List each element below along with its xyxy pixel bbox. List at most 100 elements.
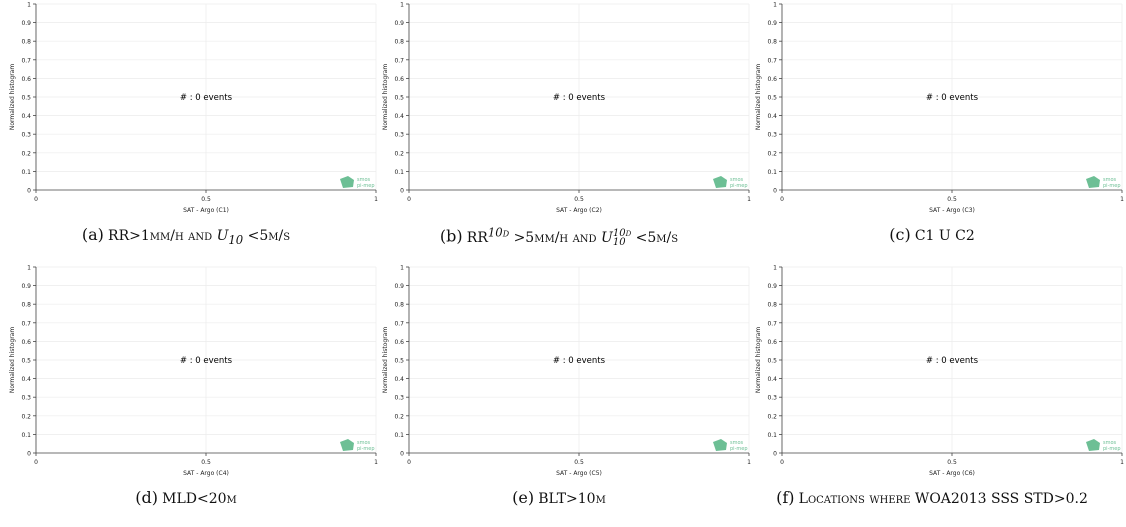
events-annotation: # : 0 events (553, 356, 606, 366)
smos-pimep-logo-icon (713, 176, 727, 188)
x-tick-label: 0 (780, 459, 784, 466)
caption-letter: (e) (512, 488, 535, 507)
chart-c: 0 0.1 0.2 0.3 0.4 0.5 0.6 0.7 0.8 0.9 1 0 0.5 1 SAT - … (755, 2, 1124, 215)
logo-text-line1: smos (730, 177, 744, 183)
smos-pimep-logo-icon (1086, 439, 1100, 451)
logo-text-line2: pi-mep (1103, 183, 1121, 189)
chart-panel-b: 0 0.1 0.2 0.3 0.4 0.5 0.6 0.7 0.8 0.9 1 0 0.5 1 SAT - … (373, 0, 751, 264)
y-tick-label: 0.4 (767, 376, 777, 383)
caption-f: (f) Locations where WOA2013 SSS STD>0.2 (746, 488, 1118, 507)
caption-letter: (b) (439, 226, 463, 246)
chart-panel-a: 0 0.1 0.2 0.3 0.4 0.5 0.6 0.7 0.8 0.9 1 0 0.5 1 SAT - … (0, 0, 378, 264)
x-tick-label: 1 (747, 196, 751, 203)
logo-text-line2: pi-mep (357, 446, 375, 452)
y-tick-label: 0.3 (767, 395, 777, 402)
chart-e: 0 0.1 0.2 0.3 0.4 0.5 0.6 0.7 0.8 0.9 1 0 0.5 1 SAT - … (382, 265, 751, 478)
caption-math-sub: 10 (228, 232, 244, 247)
x-axis-label: SAT - Argo (C5) (556, 470, 602, 477)
x-tick-label: 0.5 (574, 459, 584, 466)
x-tick-label: 1 (747, 459, 751, 466)
logo-text-line1: smos (1103, 177, 1117, 183)
y-axis-label: Normalized histogram (755, 64, 762, 131)
chart-panel-e: 0 0.1 0.2 0.3 0.4 0.5 0.6 0.7 0.8 0.9 1 0 0.5 1 SAT - … (373, 263, 751, 527)
caption-e: (e) BLT>10m (373, 488, 745, 507)
caption-math-sub: 10 (612, 236, 626, 248)
smos-pimep-logo-icon (340, 176, 354, 188)
events-annotation: # : 0 events (180, 356, 233, 366)
logo-text-line1: smos (357, 440, 371, 446)
y-axis-label: Normalized histogram (755, 327, 762, 394)
y-tick-label: 0.8 (767, 39, 777, 46)
x-tick-label: 1 (1120, 196, 1124, 203)
y-tick-label: 0.3 (394, 132, 404, 139)
y-tick-label: 0.4 (767, 113, 777, 120)
x-axis-label: SAT - Argo (C2) (556, 207, 602, 214)
logo-text-line2: pi-mep (357, 183, 375, 189)
caption-letter: (d) (135, 488, 158, 507)
y-tick-label: 0 (773, 188, 777, 195)
caption-d: (d) MLD<20m (0, 488, 372, 507)
y-tick-label: 0.5 (394, 95, 404, 102)
y-tick-label: 0.7 (21, 320, 31, 327)
caption-math-supsub: 10d 10 (612, 228, 631, 248)
chart-b: 0 0.1 0.2 0.3 0.4 0.5 0.6 0.7 0.8 0.9 1 0 0.5 1 SAT - … (382, 2, 751, 215)
y-tick-label: 0.9 (21, 283, 31, 290)
caption-text: BLT>10m (538, 491, 606, 507)
y-tick-label: 0.6 (394, 339, 404, 346)
caption-text: MLD<20m (162, 491, 237, 507)
caption-part: RR>1mm/h and (108, 228, 217, 244)
y-tick-label: 1 (27, 2, 31, 9)
x-axis-label: SAT - Argo (C3) (929, 207, 975, 214)
y-tick-label: 0 (773, 451, 777, 458)
caption-math-var: U (216, 228, 229, 244)
y-tick-label: 1 (400, 265, 404, 272)
caption-part: <5m/s (631, 229, 679, 246)
y-tick-label: 0.4 (21, 376, 31, 383)
y-tick-label: 0.9 (394, 20, 404, 27)
y-tick-label: 1 (773, 265, 777, 272)
y-tick-label: 0.1 (767, 432, 777, 439)
y-tick-label: 0.2 (767, 150, 777, 157)
events-annotation: # : 0 events (553, 93, 606, 103)
y-tick-label: 0.8 (394, 39, 404, 46)
y-tick-label: 0.7 (394, 320, 404, 327)
logo-text-line1: smos (1103, 440, 1117, 446)
x-axis-label: SAT - Argo (C6) (929, 470, 975, 477)
y-tick-label: 0.1 (767, 169, 777, 176)
y-tick-label: 1 (773, 2, 777, 9)
caption-c: (c) C1 U C2 (746, 225, 1118, 244)
caption-math-var: U (601, 229, 613, 246)
x-tick-label: 0 (34, 459, 38, 466)
caption-part: <5m/s (243, 228, 291, 244)
smos-pimep-logo-icon (1086, 176, 1100, 188)
logo-text-line2: pi-mep (1103, 446, 1121, 452)
chart-panel-f: 0 0.1 0.2 0.3 0.4 0.5 0.6 0.7 0.8 0.9 1 0 0.5 1 SAT - … (746, 263, 1124, 527)
y-tick-label: 0.9 (767, 283, 777, 290)
y-tick-label: 0.3 (21, 395, 31, 402)
y-tick-label: 0.5 (767, 95, 777, 102)
logo-text-line2: pi-mep (730, 183, 748, 189)
y-tick-label: 0.9 (767, 20, 777, 27)
y-tick-label: 0.7 (394, 57, 404, 64)
caption-text: Locations where WOA2013 SSS STD>0.2 (798, 491, 1088, 507)
smos-pimep-logo-icon (713, 439, 727, 451)
y-tick-label: 0.7 (767, 320, 777, 327)
chart-panel-c: 0 0.1 0.2 0.3 0.4 0.5 0.6 0.7 0.8 0.9 1 0 0.5 1 SAT - … (746, 0, 1124, 264)
x-tick-label: 0.5 (201, 196, 211, 203)
y-tick-label: 0.1 (21, 432, 31, 439)
x-tick-label: 0 (407, 196, 411, 203)
y-tick-label: 0.6 (767, 339, 777, 346)
chart-panel-d: 0 0.1 0.2 0.3 0.4 0.5 0.6 0.7 0.8 0.9 1 0 0.5 1 SAT - … (0, 263, 378, 527)
logo-text-line1: smos (357, 177, 371, 183)
y-tick-label: 0.8 (767, 302, 777, 309)
y-tick-label: 0.2 (21, 413, 31, 420)
y-tick-label: 0.2 (394, 150, 404, 157)
x-axis-label: SAT - Argo (C1) (183, 207, 229, 214)
y-tick-label: 0.3 (767, 132, 777, 139)
caption-part: >5mm/h and (509, 229, 602, 246)
y-tick-label: 0.6 (767, 76, 777, 83)
smos-pimep-logo-icon (340, 439, 354, 451)
y-axis-label: Normalized histogram (382, 327, 389, 394)
y-tick-label: 0.5 (21, 95, 31, 102)
y-axis-label: Normalized histogram (382, 64, 389, 131)
